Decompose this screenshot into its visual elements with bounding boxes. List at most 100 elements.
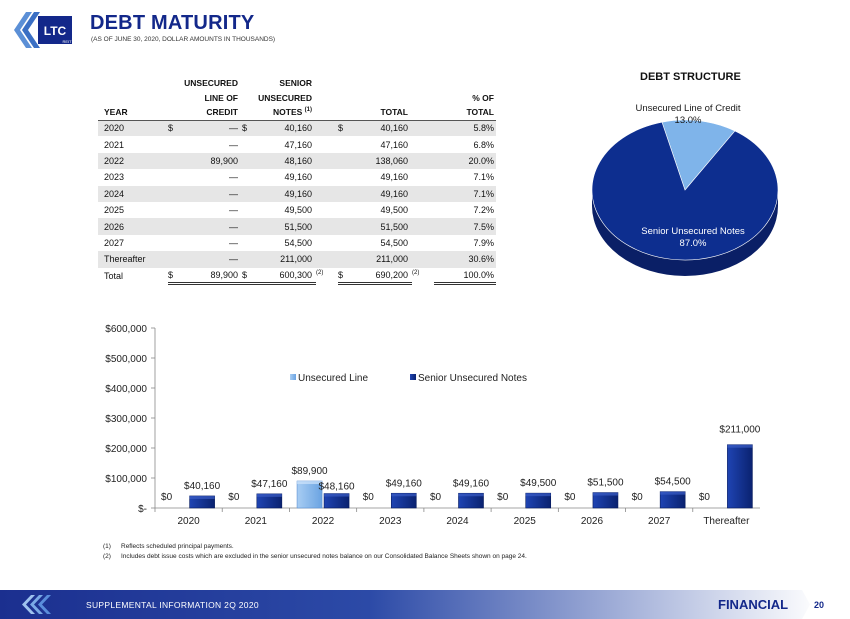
cell-line-of-credit: —	[229, 205, 238, 216]
bar-highlight	[525, 493, 551, 497]
cell-dollar: $	[338, 120, 352, 137]
cell-note	[412, 169, 434, 185]
cell-line-of-credit: —	[182, 218, 242, 235]
debt-maturity-bar-chart: $- $100,000 $200,000 $300,000 $400,000 $500,0…	[105, 324, 761, 527]
cell-line-of-credit: —	[229, 237, 238, 248]
cell-year: Total	[104, 270, 124, 281]
cell-total: 138,060	[352, 152, 412, 170]
x-tick-label: 2025	[514, 516, 537, 527]
header-total: TOTAL	[338, 105, 412, 121]
cell-note	[316, 136, 338, 152]
header-line-of-credit: UNSECURED	[184, 77, 238, 88]
cell-dollar	[168, 152, 182, 170]
bar-highlight	[727, 444, 753, 448]
cell-year: 2026	[98, 218, 168, 235]
table-header-row: LINE OF UNSECURED % OF	[98, 90, 496, 105]
cell-senior-notes: 49,160	[256, 185, 316, 202]
x-tick-label: 2024	[446, 516, 469, 527]
table-row: 2025 — 49,500 49,500 7.2%	[98, 202, 496, 218]
cell-dollar	[242, 218, 256, 235]
page-number-badge	[802, 590, 838, 619]
pie-chart-title: DEBT STRUCTURE	[640, 71, 741, 83]
footnote-text: Reflects scheduled principal payments.	[121, 543, 234, 550]
pie-slice-senior-unsecured-notes	[591, 121, 779, 261]
legend-label: Senior Unsecured Notes	[418, 373, 527, 384]
bar-data-label: $51,500	[587, 478, 624, 489]
cell-dollar	[338, 218, 352, 235]
footnote-text: Includes debt issue costs which are excl…	[121, 553, 527, 560]
cell-note	[316, 202, 338, 218]
logo-sub: REIT	[62, 39, 72, 44]
cell-dollar	[168, 251, 182, 268]
bar-highlight	[391, 493, 417, 497]
cell-note	[412, 202, 434, 218]
header-year: YEAR	[98, 105, 168, 121]
header-pct-total	[434, 75, 496, 90]
table-row: 2022 89,900 48,160 138,060 20.0%	[98, 152, 496, 170]
header-total	[338, 90, 412, 105]
x-tick-label: 2026	[581, 516, 604, 527]
cell-note	[412, 152, 434, 170]
cell-senior-notes: 600,300	[256, 267, 316, 286]
legend-swatch	[290, 374, 296, 380]
cell-senior-notes: 40,160	[256, 120, 316, 137]
bar-unsecured-line	[296, 480, 323, 509]
cell-dollar: $	[242, 267, 256, 286]
y-tick-label: $-	[138, 504, 147, 515]
bar-highlight	[189, 495, 215, 499]
bar-highlight	[660, 491, 686, 495]
cell-pct: 7.1%	[473, 172, 494, 183]
cell-dollar	[168, 218, 182, 235]
cell-note	[316, 169, 338, 185]
page-subtitle: (AS OF JUNE 30, 2020, DOLLAR AMOUNTS IN …	[91, 36, 276, 43]
debt-maturity-table: UNSECURED SENIOR LINE OF UNSECURED % OF YEAR C…	[98, 75, 496, 286]
spacer	[412, 75, 434, 90]
cell-note	[316, 120, 338, 137]
x-tick-label: 2023	[379, 516, 402, 527]
cell-year: 2020	[98, 120, 168, 137]
bar-data-label: $0	[363, 492, 375, 503]
table-total-row: Total $89,900 $600,300 (2) $690,200 (2) 100.0%	[98, 267, 496, 286]
header-senior-notes: UNSECURED	[242, 90, 316, 105]
cell-pct: 30.6%	[434, 251, 496, 268]
bar-data-label: $0	[497, 492, 509, 503]
pie-slice-value: 87.0%	[680, 238, 707, 249]
cell-note	[316, 185, 338, 202]
cell-year: 2023	[104, 172, 125, 183]
cell-line-of-credit: —	[229, 139, 238, 150]
cell-dollar	[242, 185, 256, 202]
bar-highlight	[256, 493, 282, 497]
cell-line-of-credit: —	[182, 120, 242, 137]
cell-senior-notes: 47,160	[284, 139, 312, 150]
footnote-number: (1)	[103, 543, 111, 550]
header-year	[98, 75, 168, 90]
ltc-logo: LTC REIT	[14, 12, 72, 48]
bar-data-label: $47,160	[251, 479, 288, 490]
cell-note	[316, 218, 338, 235]
cell-senior-notes: 49,160	[284, 172, 312, 183]
cell-total: 54,500	[380, 237, 408, 248]
footnote-number: (2)	[103, 553, 111, 560]
y-tick-label: $500,000	[105, 354, 147, 365]
cell-dollar	[168, 202, 182, 218]
cell-dollar	[242, 235, 256, 251]
cell-dollar: $	[338, 267, 352, 286]
cell-dollar	[242, 202, 256, 218]
bar-highlight	[458, 493, 484, 497]
legend-label: Unsecured Line	[298, 373, 368, 384]
bar-data-label: $49,500	[520, 478, 557, 489]
cell-year: Thereafter	[98, 251, 168, 268]
cell-dollar	[338, 136, 352, 152]
cell-note	[412, 218, 434, 235]
header-line-of-credit: CREDIT	[168, 105, 242, 121]
bar-data-label: $211,000	[719, 425, 760, 436]
header-senior-notes-text: UNSECURED	[258, 92, 312, 103]
cell-note: (2)	[412, 269, 420, 276]
cell-year: 2021	[104, 139, 125, 150]
cell-note	[316, 152, 338, 170]
cell-total: 690,200	[352, 267, 412, 286]
spacer	[412, 105, 434, 121]
y-tick-label: $600,000	[105, 324, 147, 335]
cell-total: 49,160	[380, 172, 408, 183]
bar-senior-notes	[727, 444, 753, 509]
